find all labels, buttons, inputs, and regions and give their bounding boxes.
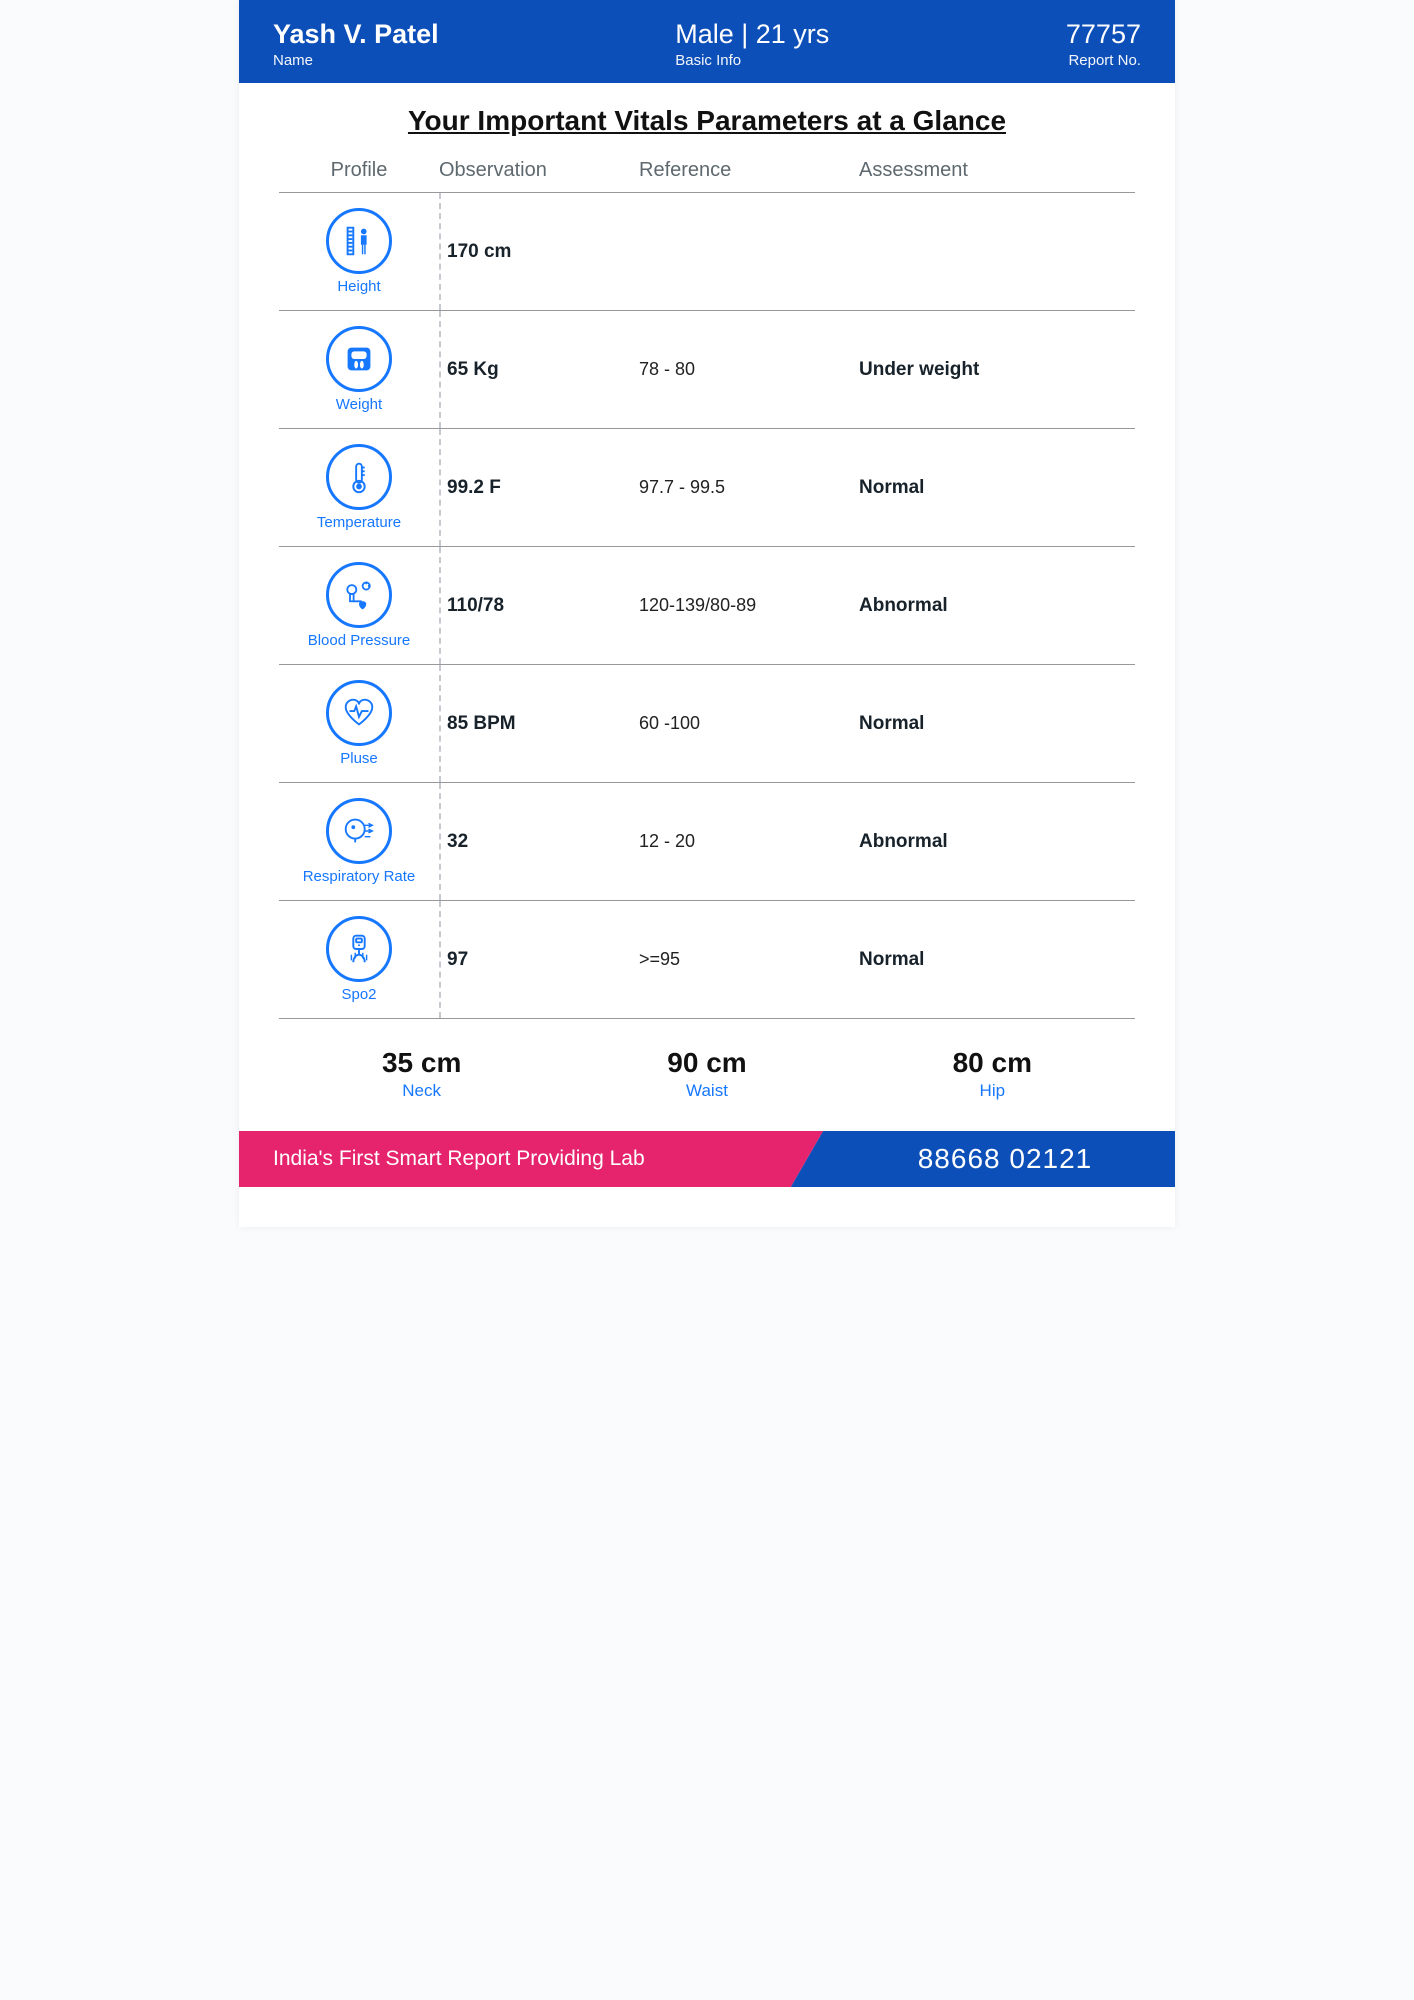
reference-value: 120-139/80-89 xyxy=(639,595,859,616)
measurement-value: 35 cm xyxy=(382,1047,461,1079)
column-separator xyxy=(439,665,441,782)
measurement-item: 80 cm Hip xyxy=(953,1047,1032,1101)
profile-cell: Spo2 xyxy=(279,906,439,1013)
profile-label: Weight xyxy=(336,396,382,413)
vital-row: Pluse 85 BPM 60 -100 Normal xyxy=(279,665,1135,783)
measurement-label: Waist xyxy=(667,1081,746,1101)
profile-label: Height xyxy=(337,278,380,295)
assessment-value: Normal xyxy=(859,477,1135,499)
col-profile: Profile xyxy=(279,159,439,182)
measurement-label: Neck xyxy=(382,1081,461,1101)
profile-cell: Respiratory Rate xyxy=(279,788,439,895)
col-observation: Observation xyxy=(439,159,639,182)
assessment-value: Abnormal xyxy=(859,831,1135,853)
report-page: Yash V. Patel Name Male | 21 yrs Basic I… xyxy=(239,0,1175,1227)
vital-row: Weight 65 Kg 78 - 80 Under weight xyxy=(279,311,1135,429)
vital-row: Temperature 99.2 F 97.7 - 99.5 Normal xyxy=(279,429,1135,547)
assessment-value: Under weight xyxy=(859,359,1135,381)
profile-label: Respiratory Rate xyxy=(303,868,416,885)
observation-value: 65 Kg xyxy=(439,359,639,381)
footer-bar: India's First Smart Report Providing Lab… xyxy=(239,1131,1175,1187)
height-icon xyxy=(326,208,392,274)
observation-value: 170 cm xyxy=(439,241,639,263)
profile-label: Spo2 xyxy=(341,986,376,1003)
header-bar: Yash V. Patel Name Male | 21 yrs Basic I… xyxy=(239,0,1175,83)
weight-icon xyxy=(326,326,392,392)
page-title: Your Important Vitals Parameters at a Gl… xyxy=(239,83,1175,153)
header-info-col: Male | 21 yrs Basic Info xyxy=(675,18,829,69)
vital-row: Respiratory Rate 32 12 - 20 Abnormal xyxy=(279,783,1135,901)
column-separator xyxy=(439,901,441,1018)
reference-value: 12 - 20 xyxy=(639,831,859,852)
vital-row: Blood Pressure 110/78 120-139/80-89 Abno… xyxy=(279,547,1135,665)
body-measurements: 35 cm Neck 90 cm Waist 80 cm Hip xyxy=(279,1047,1135,1101)
header-name-col: Yash V. Patel Name xyxy=(273,18,439,69)
profile-label: Pluse xyxy=(340,750,378,767)
reference-value: 97.7 - 99.5 xyxy=(639,477,859,498)
measurement-label: Hip xyxy=(953,1081,1032,1101)
vital-row: Spo2 97 >=95 Normal xyxy=(279,901,1135,1019)
column-separator xyxy=(439,193,441,310)
measurement-value: 80 cm xyxy=(953,1047,1032,1079)
column-separator xyxy=(439,311,441,428)
observation-value: 110/78 xyxy=(439,595,639,617)
col-assessment: Assessment xyxy=(859,159,1135,182)
profile-label: Temperature xyxy=(317,514,401,531)
patient-name: Yash V. Patel xyxy=(273,18,439,50)
profile-cell: Height xyxy=(279,198,439,305)
table-header: Profile Observation Reference Assessment xyxy=(279,153,1135,193)
bp-icon xyxy=(326,562,392,628)
footer-phone: 88668 02121 xyxy=(835,1131,1175,1187)
header-report-col: 77757 Report No. xyxy=(1066,18,1141,69)
observation-value: 32 xyxy=(439,831,639,853)
profile-cell: Weight xyxy=(279,316,439,423)
spo2-icon xyxy=(326,916,392,982)
assessment-value: Normal xyxy=(859,713,1135,735)
reference-value: 60 -100 xyxy=(639,713,859,734)
measurement-value: 90 cm xyxy=(667,1047,746,1079)
name-label: Name xyxy=(273,52,439,69)
column-separator xyxy=(439,783,441,900)
footer-tagline: India's First Smart Report Providing Lab xyxy=(239,1131,835,1187)
column-separator xyxy=(439,429,441,546)
assessment-value: Abnormal xyxy=(859,595,1135,617)
profile-cell: Blood Pressure xyxy=(279,552,439,659)
column-separator xyxy=(439,547,441,664)
vitals-table: Profile Observation Reference Assessment… xyxy=(279,153,1135,1019)
report-label: Report No. xyxy=(1068,52,1141,69)
col-reference: Reference xyxy=(639,159,859,182)
basic-info: Male | 21 yrs xyxy=(675,18,829,50)
observation-value: 97 xyxy=(439,949,639,971)
observation-value: 85 BPM xyxy=(439,713,639,735)
resp-icon xyxy=(326,798,392,864)
temperature-icon xyxy=(326,444,392,510)
pulse-icon xyxy=(326,680,392,746)
measurement-item: 35 cm Neck xyxy=(382,1047,461,1101)
profile-cell: Temperature xyxy=(279,434,439,541)
info-label: Basic Info xyxy=(675,52,741,69)
reference-value: >=95 xyxy=(639,949,859,970)
vital-row: Height 170 cm xyxy=(279,193,1135,311)
observation-value: 99.2 F xyxy=(439,477,639,499)
reference-value: 78 - 80 xyxy=(639,359,859,380)
profile-cell: Pluse xyxy=(279,670,439,777)
profile-label: Blood Pressure xyxy=(308,632,411,649)
report-number: 77757 xyxy=(1066,18,1141,50)
assessment-value: Normal xyxy=(859,949,1135,971)
measurement-item: 90 cm Waist xyxy=(667,1047,746,1101)
